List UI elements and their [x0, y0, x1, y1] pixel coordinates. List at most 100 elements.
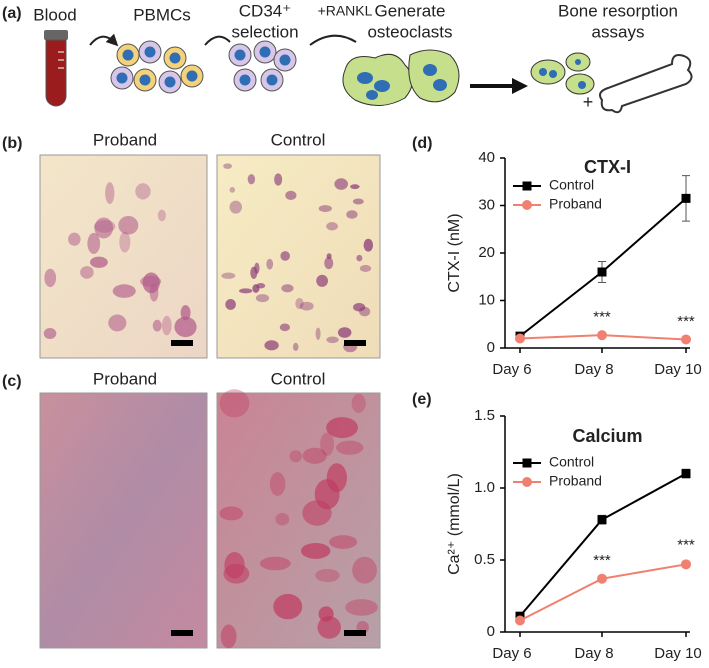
stained-cell	[359, 306, 371, 317]
y-tick-label: 1.0	[474, 479, 495, 496]
stained-cell	[223, 563, 250, 584]
annotation: ***	[677, 313, 695, 330]
stained-cell	[273, 593, 303, 620]
annotation: ***	[677, 536, 695, 553]
stained-cell	[326, 417, 358, 439]
nucleus	[279, 54, 291, 66]
marker	[597, 267, 607, 277]
stained-cell	[252, 284, 260, 293]
schematic-label: Generate	[375, 1, 446, 20]
panel-label: (a)	[2, 5, 22, 22]
stained-cell	[329, 535, 358, 549]
stained-cell	[87, 232, 101, 254]
stained-cell	[326, 463, 347, 493]
stained-cell	[359, 264, 372, 272]
chart-title: Calcium	[572, 426, 642, 446]
stained-cell	[105, 182, 115, 205]
schematic-label: selection	[231, 22, 298, 41]
stained-cell	[259, 556, 291, 571]
x-tick-label: Day 10	[654, 645, 702, 662]
stained-cell	[315, 327, 321, 340]
stained-cell	[324, 257, 334, 270]
stained-cell	[351, 393, 366, 413]
nucleus	[116, 72, 128, 84]
stained-cell	[161, 315, 172, 336]
stained-cell	[274, 173, 283, 186]
stained-cell	[345, 599, 378, 616]
image-label: Proband	[93, 130, 157, 149]
annotation: ***	[593, 309, 611, 326]
scale-bar	[344, 340, 366, 346]
osteoclasts	[342, 49, 460, 106]
scale-bar	[344, 630, 366, 636]
legend-marker	[522, 477, 532, 487]
marker	[515, 333, 525, 344]
nucleus	[144, 46, 156, 58]
nucleus	[259, 46, 271, 58]
schematic-label: Bone resorption	[558, 1, 678, 20]
schematic-label: PBMCs	[133, 5, 191, 24]
stained-cell	[112, 284, 136, 298]
x-tick-label: Day 6	[492, 645, 531, 662]
series-line	[519, 472, 687, 617]
chart-title: CTX-I	[584, 157, 631, 177]
stained-cell	[315, 568, 340, 582]
image-label: Proband	[93, 369, 157, 388]
stained-cell	[316, 274, 329, 287]
x-tick-label: Day 6	[492, 361, 531, 378]
legend-label: Proband	[549, 473, 602, 489]
stained-cell	[174, 316, 197, 338]
y-tick-label: 0.5	[474, 551, 495, 568]
legend-label: Control	[549, 177, 594, 193]
stained-cell	[353, 303, 366, 312]
y-tick-label: 40	[478, 149, 495, 166]
stained-cell	[280, 251, 290, 261]
arrow	[204, 35, 231, 46]
stained-cell	[285, 190, 297, 200]
panel-label: (c)	[2, 373, 22, 390]
stained-cell	[80, 266, 94, 279]
nucleus	[169, 52, 181, 64]
legend-marker	[522, 200, 532, 210]
stained-cell	[300, 542, 331, 559]
stained-cell	[142, 272, 160, 294]
stained-cell	[108, 314, 127, 332]
stained-cell	[295, 298, 304, 310]
marker	[597, 330, 607, 341]
stained-cell	[152, 319, 162, 332]
arrow-head	[512, 78, 528, 94]
marker	[681, 469, 691, 479]
y-tick-label: 0	[487, 623, 495, 640]
schematic-label: osteoclasts	[367, 22, 452, 41]
y-tick-label: 30	[478, 196, 495, 213]
panel-label: (e)	[412, 391, 432, 408]
nucleus	[164, 76, 176, 88]
stained-cell	[157, 209, 166, 222]
stained-cell	[223, 163, 232, 169]
stained-cell	[219, 506, 244, 521]
stained-cell	[239, 288, 253, 294]
stained-cell	[320, 432, 334, 456]
stained-cell	[135, 183, 151, 200]
bone	[599, 54, 693, 114]
stained-cell	[317, 616, 341, 639]
nucleus	[234, 49, 246, 61]
stained-cell	[275, 512, 290, 526]
stained-cell	[68, 232, 81, 246]
stained-cell	[220, 624, 237, 649]
stained-cell	[326, 222, 338, 231]
panel-label: (d)	[412, 135, 432, 152]
scale-bar	[171, 340, 193, 346]
stained-cell	[247, 174, 256, 185]
scale-bar	[171, 630, 193, 636]
stained-cell	[318, 205, 332, 212]
schematic-label: +RANKL	[318, 3, 373, 19]
stained-cell	[255, 294, 270, 303]
stained-cell	[363, 238, 374, 252]
stained-cell	[229, 200, 243, 214]
nucleus	[266, 74, 278, 86]
micrographs	[39, 154, 381, 649]
marker	[681, 193, 691, 203]
stained-cell	[302, 447, 327, 464]
